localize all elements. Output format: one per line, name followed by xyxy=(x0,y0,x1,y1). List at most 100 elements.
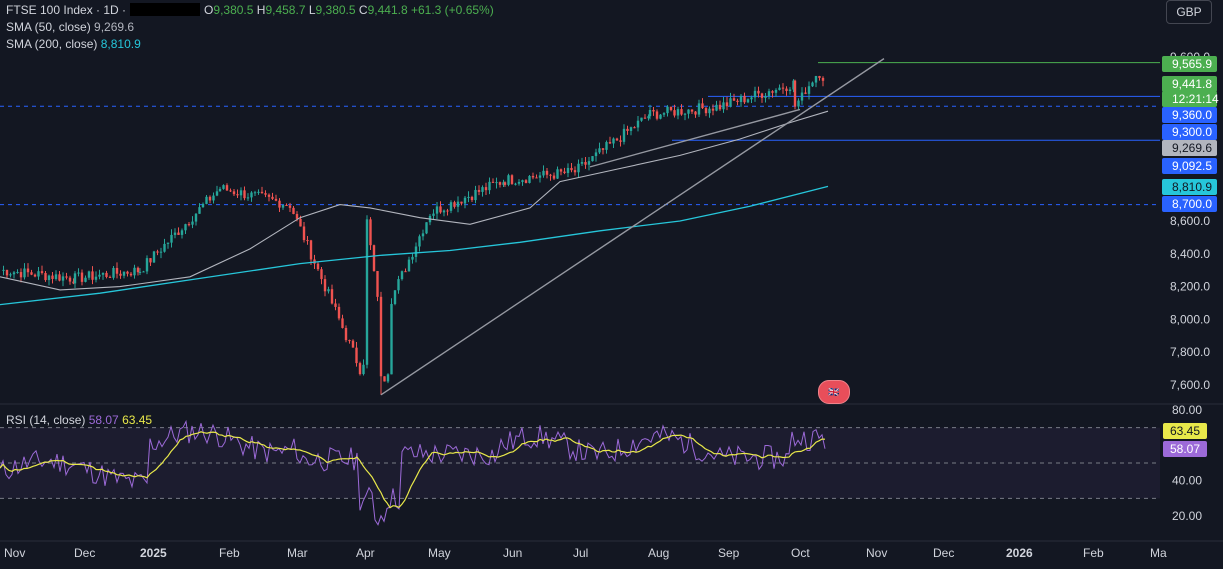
candle-body xyxy=(2,269,5,271)
candle-body xyxy=(386,374,390,382)
candle-body xyxy=(295,214,299,219)
candle-body xyxy=(198,207,201,214)
close-label: C xyxy=(358,3,368,17)
candle-body xyxy=(573,170,577,173)
rsi-tick-label: 80.00 xyxy=(1172,403,1202,417)
candle-body xyxy=(563,171,566,174)
candle-body xyxy=(771,91,774,93)
sma50-line xyxy=(0,110,829,291)
candle-body xyxy=(163,243,166,252)
candle-body xyxy=(655,111,659,119)
candle-body xyxy=(170,234,173,243)
candle-body xyxy=(690,109,694,112)
candle-body xyxy=(177,232,180,235)
candle-body xyxy=(98,274,101,277)
candle-body xyxy=(397,279,400,291)
symbol-label: FTSE 100 Index · 1D · xyxy=(6,3,127,17)
candle-body xyxy=(306,240,309,242)
candle-body xyxy=(225,185,229,191)
candle-body xyxy=(793,80,797,107)
candle-body xyxy=(774,89,778,93)
candle-body xyxy=(488,181,491,191)
candle-body xyxy=(456,201,460,207)
candle-body xyxy=(372,245,376,272)
candle-body xyxy=(208,196,212,201)
candle-body xyxy=(376,271,379,297)
candle-body xyxy=(760,93,764,98)
candle-body xyxy=(323,279,327,292)
price-label-box xyxy=(1162,76,1217,92)
currency-button[interactable]: GBP xyxy=(1166,0,1212,24)
candle-body xyxy=(156,251,159,253)
candle-body xyxy=(467,196,470,198)
candle-body xyxy=(341,318,344,328)
sma50-legend[interactable]: SMA (50, close) 9,269.6 xyxy=(6,20,134,34)
candle-body xyxy=(484,187,488,191)
x-tick-label: Ma xyxy=(1150,546,1167,560)
rsi-ma-label-box xyxy=(1163,423,1207,439)
candle-body xyxy=(16,272,19,274)
candle-body xyxy=(26,268,30,273)
candle-body xyxy=(778,87,781,90)
candle-body xyxy=(697,103,701,115)
price-label-box xyxy=(1162,124,1217,140)
candle-body xyxy=(37,271,40,277)
candle-body xyxy=(503,182,507,185)
y-tick-label: 8,600.0 xyxy=(1170,214,1210,228)
sma200-legend[interactable]: SMA (200, close) 8,810.9 xyxy=(6,37,141,51)
candle-body xyxy=(507,175,510,185)
candle-body xyxy=(159,251,163,253)
candle-body xyxy=(619,140,622,142)
candle-body xyxy=(743,95,746,103)
x-tick-label: Jun xyxy=(503,546,522,560)
candle-body xyxy=(218,188,222,192)
candle-body xyxy=(205,196,208,204)
candle-body xyxy=(320,269,323,280)
candle-body xyxy=(351,340,355,348)
candle-body xyxy=(9,274,12,276)
price-label-text: 8,810.9 xyxy=(1172,180,1212,194)
candle-body xyxy=(666,106,669,114)
candle-body xyxy=(411,256,414,260)
candle-body xyxy=(601,148,605,150)
candle-body xyxy=(250,192,253,198)
candle-body xyxy=(12,272,16,275)
candle-body xyxy=(404,271,407,273)
candle-body xyxy=(587,161,591,165)
candle-body xyxy=(239,190,243,196)
candle-body xyxy=(166,242,170,244)
candle-body xyxy=(680,109,683,115)
uk-flag-icon[interactable]: 🇬🇧 xyxy=(818,380,850,404)
candle-body xyxy=(54,274,58,279)
candle-body xyxy=(362,364,365,375)
x-tick-label: Nov xyxy=(866,546,887,560)
candle-body xyxy=(122,271,126,276)
candle-body xyxy=(108,276,112,278)
candle-body xyxy=(577,163,580,173)
candle-body xyxy=(105,272,108,277)
candle-body xyxy=(715,104,718,111)
y-tick-label: 7,800.0 xyxy=(1170,345,1210,359)
candle-body xyxy=(704,108,708,114)
candle-body xyxy=(542,170,545,176)
candle-body xyxy=(23,268,26,278)
candle-body xyxy=(77,272,80,274)
candle-body xyxy=(19,272,23,278)
y-tick-label: 8,400.0 xyxy=(1170,247,1210,261)
candle-body xyxy=(115,267,119,274)
candle-body xyxy=(598,148,601,153)
candle-body xyxy=(725,102,729,107)
candle-body xyxy=(648,110,652,117)
candle-body xyxy=(531,175,535,178)
candle-body xyxy=(750,97,753,100)
sma50-value: 9,269.6 xyxy=(94,20,135,34)
rsi-legend[interactable]: RSI (14, close) 58.07 63.45 xyxy=(6,413,152,427)
candle-body xyxy=(517,181,521,184)
candle-body xyxy=(753,90,757,98)
trendline-secondary xyxy=(589,108,801,168)
candle-body xyxy=(594,152,598,157)
candle-body xyxy=(814,75,818,83)
trendline-main xyxy=(380,58,885,396)
low-value: 9,380.5 xyxy=(315,3,356,17)
